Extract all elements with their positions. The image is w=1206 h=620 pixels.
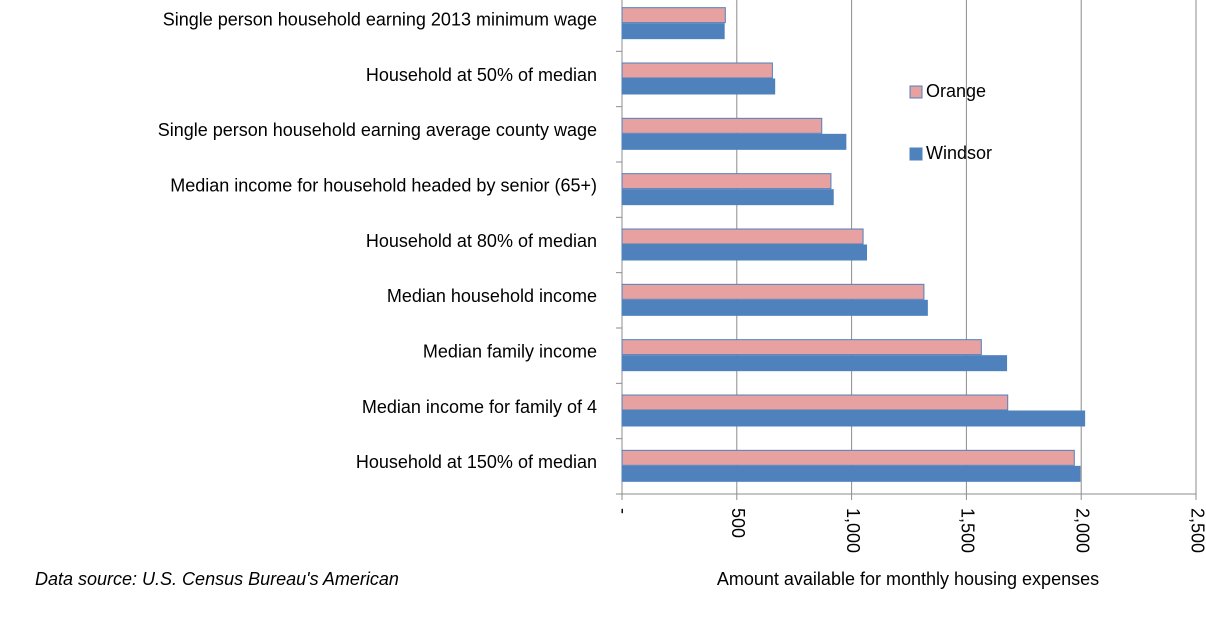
bar: [621, 394, 1009, 411]
bar: [621, 78, 776, 95]
x-axis-label: Amount available for monthly housing exp…: [717, 569, 1099, 589]
bar: [621, 173, 832, 190]
legend-swatch: [909, 147, 923, 161]
bar: [621, 228, 864, 245]
bar: [621, 7, 726, 24]
x-tick-label: 2,000: [1072, 508, 1092, 553]
bar: [621, 23, 725, 40]
y-tick-label: Single person household earning 2013 min…: [163, 9, 597, 29]
bar: [621, 410, 1086, 427]
y-tick-label: Median household income: [387, 286, 597, 306]
bar: [621, 62, 773, 79]
y-tick-label: Median income for family of 4: [362, 397, 597, 417]
y-tick-label: Median income for household headed by se…: [170, 175, 597, 195]
legend-label: Orange: [926, 81, 986, 101]
bar: [621, 133, 847, 150]
bar: [621, 339, 982, 356]
x-tick-label: 1,500: [958, 508, 978, 553]
y-tick-label: Household at 50% of median: [366, 65, 597, 85]
bar: [621, 449, 1075, 466]
bar: [621, 244, 868, 261]
legend-swatch: [909, 85, 923, 99]
x-tick-label: 1,000: [843, 508, 863, 553]
y-tick-label: Single person household earning average …: [158, 120, 597, 140]
legend-label: Windsor: [926, 143, 992, 163]
bar: [621, 465, 1081, 482]
bar: [621, 189, 834, 206]
bar: [621, 283, 925, 300]
x-tick-label: 2,500: [1187, 508, 1206, 553]
bar: [621, 299, 928, 316]
x-tick-label: -: [613, 508, 633, 514]
y-tick-label: Household at 150% of median: [356, 452, 597, 472]
bar: [621, 355, 1008, 372]
y-tick-label: Median family income: [423, 341, 597, 361]
y-tick-label: Household at 80% of median: [366, 231, 597, 251]
footnote: Data source: U.S. Census Bureau's Americ…: [35, 569, 399, 589]
bar: [621, 117, 823, 134]
x-tick-label: 500: [728, 508, 748, 538]
